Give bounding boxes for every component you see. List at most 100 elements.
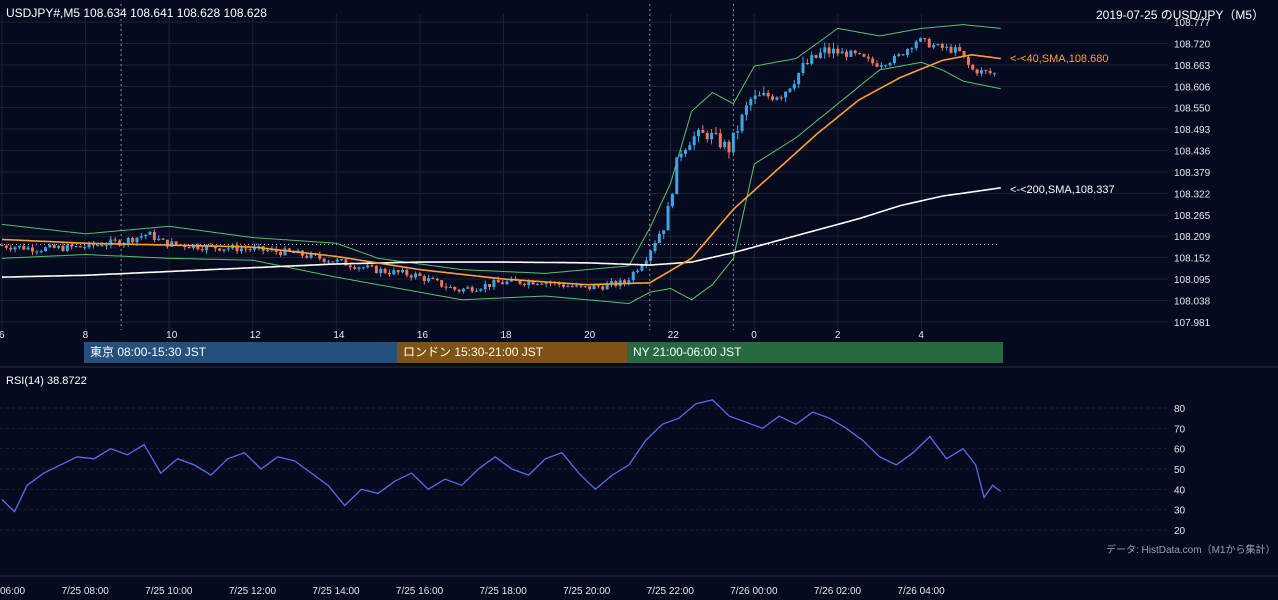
candle-body bbox=[422, 276, 426, 282]
candle-body bbox=[326, 261, 330, 263]
candle bbox=[409, 273, 413, 281]
candle bbox=[357, 266, 361, 272]
candle bbox=[683, 148, 687, 157]
candle-body bbox=[601, 286, 605, 290]
candle bbox=[666, 201, 670, 231]
candle-body bbox=[544, 282, 548, 284]
candle-body bbox=[470, 287, 474, 292]
candle-body bbox=[927, 38, 931, 48]
candle bbox=[984, 69, 988, 75]
candle bbox=[279, 250, 283, 257]
candle bbox=[65, 242, 69, 252]
candle bbox=[853, 49, 857, 56]
candle-body bbox=[505, 281, 509, 285]
candle-body bbox=[475, 290, 479, 292]
candle-body bbox=[801, 63, 805, 73]
candle-body bbox=[623, 280, 627, 284]
candle-body bbox=[392, 270, 396, 275]
candle bbox=[118, 239, 122, 247]
price-x-tick-label: 8 bbox=[83, 330, 89, 341]
sma40-label: <-<40,SMA,108.680 bbox=[1010, 53, 1109, 65]
candle-body bbox=[583, 286, 587, 288]
candle bbox=[718, 128, 722, 150]
candle-body bbox=[701, 129, 705, 133]
candle-body bbox=[627, 280, 631, 284]
candle bbox=[326, 259, 330, 264]
candle-body bbox=[427, 278, 431, 282]
candle-body bbox=[932, 45, 936, 48]
candle-body bbox=[74, 246, 78, 248]
candle-body bbox=[165, 239, 169, 247]
candle bbox=[862, 53, 866, 58]
candle-body bbox=[501, 282, 505, 285]
candle-body bbox=[692, 136, 696, 146]
rsi-x-tick-label: 7/26 02:00 bbox=[814, 586, 862, 597]
candle bbox=[810, 51, 814, 66]
candle bbox=[161, 237, 165, 240]
candle bbox=[540, 282, 544, 285]
candle-body bbox=[461, 288, 465, 292]
candle bbox=[831, 42, 835, 59]
rsi-x-tick-label: 06:00 bbox=[0, 586, 25, 597]
price-tick-label: 108.493 bbox=[1174, 125, 1211, 136]
candle bbox=[392, 267, 396, 276]
candle bbox=[714, 126, 718, 135]
sma200-label: <-<200,SMA,108.337 bbox=[1010, 184, 1115, 196]
candle-body bbox=[457, 289, 461, 292]
candle bbox=[235, 241, 239, 254]
candle bbox=[466, 285, 470, 290]
candle-body bbox=[353, 267, 357, 269]
candle-body bbox=[30, 247, 34, 252]
candle-body bbox=[836, 48, 840, 54]
candle bbox=[731, 132, 735, 155]
candle-body bbox=[549, 282, 553, 284]
candle bbox=[340, 258, 344, 262]
symbol-info: USDJPY#,M5 108.634 108.641 108.628 108.6… bbox=[6, 6, 267, 20]
candle bbox=[971, 63, 975, 71]
candle bbox=[805, 58, 809, 65]
price-tick-label: 108.436 bbox=[1174, 147, 1211, 158]
candle-body bbox=[492, 280, 496, 288]
candle bbox=[753, 89, 757, 105]
candle bbox=[61, 242, 65, 252]
candle-body bbox=[287, 248, 291, 252]
candle bbox=[818, 48, 822, 60]
candle-body bbox=[827, 47, 831, 54]
candle-body bbox=[340, 259, 344, 261]
candle-body bbox=[871, 58, 875, 64]
candle bbox=[139, 232, 143, 240]
candle-body bbox=[357, 267, 361, 269]
candle bbox=[675, 157, 679, 195]
rsi-x-tick-label: 7/25 14:00 bbox=[312, 586, 360, 597]
candle bbox=[936, 43, 940, 46]
candle-body bbox=[779, 97, 783, 99]
candle-body bbox=[218, 248, 222, 251]
candle bbox=[44, 246, 48, 252]
candle bbox=[966, 55, 970, 69]
candle-body bbox=[174, 241, 178, 245]
candle-body bbox=[239, 248, 243, 252]
candle-body bbox=[710, 132, 714, 140]
candle-body bbox=[640, 265, 644, 271]
candle-body bbox=[401, 270, 405, 273]
candle-body bbox=[148, 231, 152, 235]
candle-body bbox=[361, 267, 365, 269]
candle-body bbox=[644, 260, 648, 266]
candle-body bbox=[4, 245, 8, 248]
candle-body bbox=[588, 286, 592, 290]
rsi-tick-label: 40 bbox=[1174, 485, 1186, 496]
candle bbox=[740, 113, 744, 134]
price-tick-label: 108.322 bbox=[1174, 189, 1211, 200]
candle-body bbox=[818, 52, 822, 58]
candle-body bbox=[448, 286, 452, 288]
candle bbox=[70, 243, 74, 250]
candle-body bbox=[322, 258, 326, 262]
candle bbox=[479, 288, 483, 293]
candle-body bbox=[840, 51, 844, 54]
candle-body bbox=[335, 259, 339, 262]
candle-body bbox=[636, 270, 640, 272]
candle-body bbox=[966, 56, 970, 65]
candle bbox=[784, 91, 788, 103]
candle-body bbox=[87, 242, 91, 248]
candle bbox=[461, 287, 465, 294]
